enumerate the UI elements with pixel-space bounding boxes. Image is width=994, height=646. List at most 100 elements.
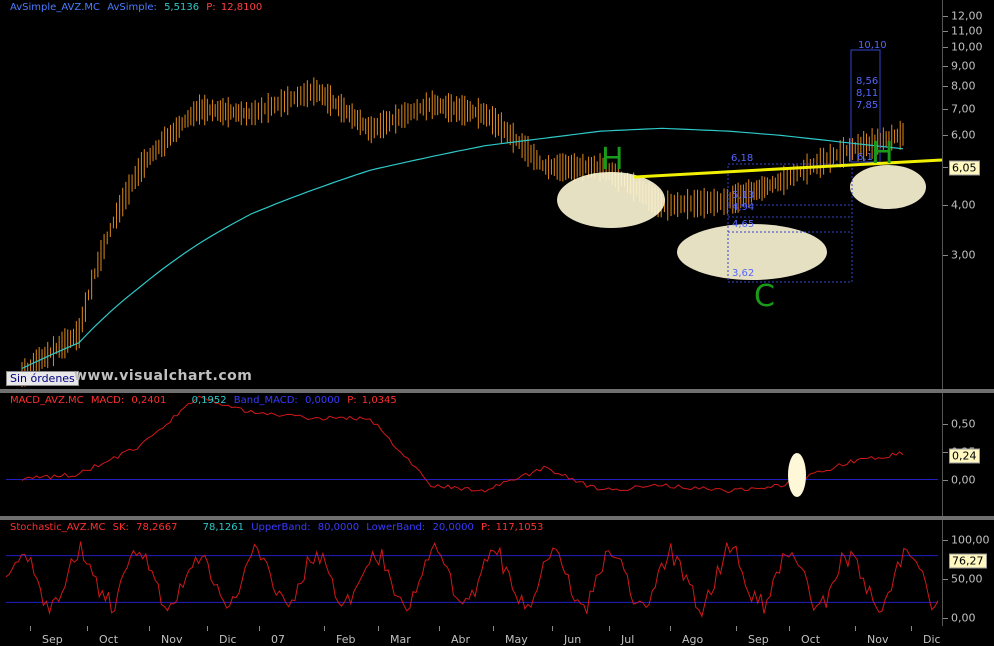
stoch-y-axis: 100,00 50,00 0,00 76,27 [942, 520, 994, 626]
y-tick-label: 8,00 [951, 79, 976, 93]
lower-band-label: LowerBand: [366, 522, 426, 533]
x-tick-label: May [505, 633, 528, 646]
y-tick [943, 166, 948, 168]
x-tick-label: Sep [42, 633, 63, 646]
x-tick-label: Jun [564, 633, 582, 646]
x-tick [670, 626, 671, 631]
annotation-5-13: 5,13 [732, 190, 755, 201]
sin-ordenes-button[interactable]: Sin órdenes [6, 371, 79, 386]
price-p-value: 12,8100 [220, 2, 263, 13]
pattern-ellipse-h-right [850, 165, 926, 209]
y-tick [943, 618, 948, 619]
avsimple-value: 5,5136 [164, 2, 200, 13]
x-tick-label: Jul [621, 633, 635, 646]
macd-signal-value: 0,1952 [191, 395, 227, 406]
y-tick [943, 135, 948, 137]
macd-pane[interactable]: MACD_AVZ.MC MACD: 0,2401 0,1952 Band_MAC… [0, 393, 994, 516]
upper-band-value: 80,0000 [317, 522, 360, 533]
x-tick-label: Dic [219, 633, 237, 646]
macd-y-axis: 0,500,250,00 0,24 [942, 393, 994, 516]
price-y-axis: 12,0011,0010,009,008,007,006,005,004,003… [942, 0, 994, 389]
price-current-value: 6,05 [949, 160, 980, 176]
lower-band-value: 20,0000 [432, 522, 474, 533]
y-tick [943, 254, 948, 256]
target-box [850, 49, 881, 163]
annotation-4-94: 4,94 [732, 202, 755, 213]
pattern-ellipse-h-left [557, 172, 665, 228]
annotation-7-85: 7,85 [856, 100, 879, 111]
y-tick-label: 0,00 [951, 473, 976, 487]
macd-cross-ellipse [788, 453, 806, 497]
annotation-4-65: 4,65 [732, 219, 755, 230]
x-tick [378, 626, 379, 631]
stoch-indicator-name: Stochastic_AVZ.MC [10, 522, 106, 533]
y-tick-label: 50,00 [951, 572, 983, 586]
projection-box [727, 163, 853, 283]
pattern-label-h-left: H [601, 142, 624, 177]
y-tick [943, 423, 948, 425]
sk-label: SK: [112, 522, 129, 533]
stoch-p-label: P: [481, 522, 491, 533]
y-tick [943, 47, 948, 49]
x-tick [911, 626, 912, 631]
x-tick [552, 626, 553, 631]
x-tick-label: Sep [748, 633, 769, 646]
pane-divider[interactable] [0, 389, 994, 393]
y-tick-label: 4,00 [951, 198, 976, 212]
x-tick [259, 626, 260, 631]
x-tick-label: Nov [161, 633, 183, 646]
macd-label: MACD: [90, 395, 125, 406]
pane-divider[interactable] [0, 516, 994, 520]
macd-p-label: P: [347, 395, 357, 406]
macd-header: MACD_AVZ.MC MACD: 0,2401 0,1952 Band_MAC… [10, 395, 401, 406]
price-chart[interactable] [0, 0, 994, 389]
x-tick [736, 626, 737, 631]
y-tick-label: 6,00 [951, 128, 976, 142]
x-tick-label: 07 [271, 633, 285, 646]
x-tick [30, 626, 31, 631]
avsimple-label: AvSimple: [107, 2, 157, 13]
x-tick-label: Feb [336, 633, 356, 646]
annotation-6-1: 6,1 [857, 152, 873, 163]
y-tick-label: 12,00 [951, 9, 983, 23]
y-tick [943, 30, 948, 32]
x-tick-label: Abr [451, 633, 471, 646]
annotation-10-10: 10,10 [858, 40, 887, 51]
x-tick [855, 626, 856, 631]
band-macd-value: 0,0000 [305, 395, 340, 406]
moving-average-line [21, 127, 904, 370]
price-indicator-name: AvSimple_AVZ.MC [10, 2, 100, 13]
stochastic-chart[interactable] [0, 520, 994, 626]
watermark-text: www.visualchart.com [74, 368, 253, 384]
y-tick-label: 11,00 [951, 24, 983, 38]
y-tick [943, 205, 948, 207]
y-tick [943, 108, 948, 110]
stoch-current-value: 76,27 [949, 553, 987, 569]
macd-value: 0,2401 [131, 395, 167, 406]
y-tick-label: 0,00 [951, 611, 976, 625]
pattern-ellipse-c [677, 224, 827, 280]
stochastic-pane[interactable]: Stochastic_AVZ.MC SK: 78,2667 78,1261 Up… [0, 520, 994, 626]
y-tick [943, 540, 948, 541]
price-header: AvSimple_AVZ.MC AvSimple: 5,5136 P: 12,8… [10, 2, 266, 13]
y-tick [943, 451, 948, 453]
macd-chart[interactable] [0, 393, 994, 516]
stoch-header: Stochastic_AVZ.MC SK: 78,2667 78,1261 Up… [10, 522, 547, 533]
x-tick [789, 626, 790, 631]
y-tick [943, 16, 948, 17]
x-tick [207, 626, 208, 631]
price-pane[interactable]: AvSimple_AVZ.MC AvSimple: 5,5136 P: 12,8… [0, 0, 994, 389]
price-p-label: P: [206, 2, 216, 13]
stochastic-sk-line [5, 541, 939, 618]
x-tick-label: Ago [682, 633, 704, 646]
annotation-6-18: 6,18 [731, 153, 754, 164]
x-tick-label: Oct [801, 633, 821, 646]
sd-value: 78,1261 [202, 522, 245, 533]
y-tick-label: 0,50 [951, 417, 976, 431]
trend-line [633, 158, 943, 179]
pattern-label-h-right: H [871, 136, 894, 171]
y-tick-label: 9,00 [951, 59, 976, 73]
annotation-3-62: 3,62 [732, 268, 755, 279]
sk-value: 78,2667 [136, 522, 178, 533]
macd-p-value: 1,0345 [361, 395, 397, 406]
